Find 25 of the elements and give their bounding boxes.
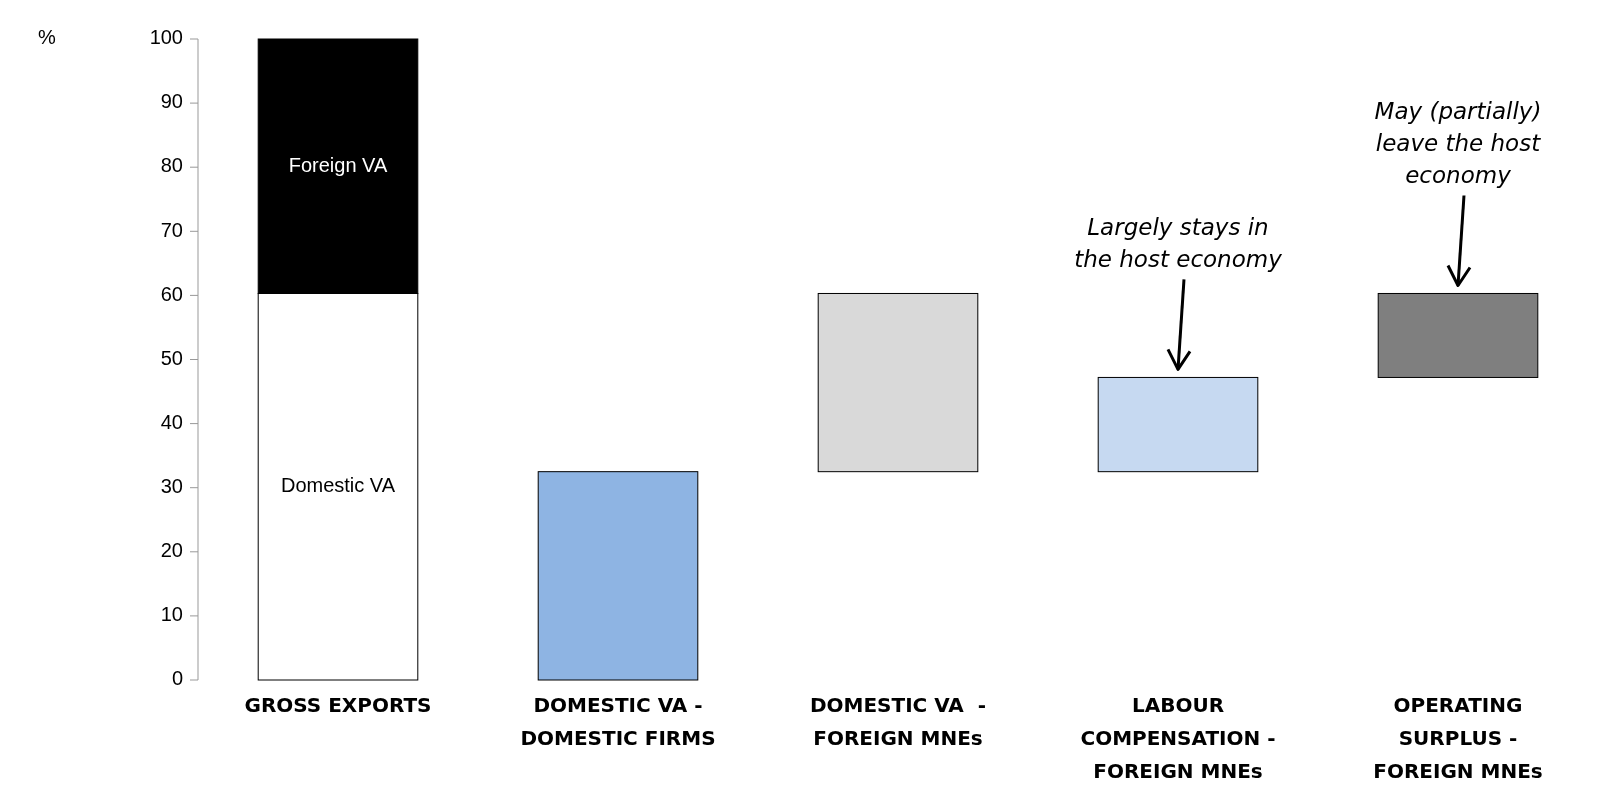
y-tick-label: 30 bbox=[160, 474, 183, 497]
y-tick-label: 0 bbox=[171, 667, 183, 690]
x-tick-label: OPERATING SURPLUS - FOREIGN MNEs bbox=[1373, 693, 1543, 783]
y-tick-label: 10 bbox=[160, 603, 183, 626]
y-tick-label: 40 bbox=[160, 410, 183, 433]
y-axis-title: % bbox=[38, 26, 56, 49]
bar bbox=[817, 292, 979, 473]
series-label: Foreign VA bbox=[288, 153, 388, 176]
y-tick-label: 100 bbox=[149, 26, 183, 49]
annotation: May (partially) leave the host economy bbox=[1374, 98, 1542, 189]
bar bbox=[1377, 292, 1539, 378]
y-tick-label: 70 bbox=[160, 218, 183, 241]
y-tick-label: 90 bbox=[160, 90, 183, 113]
annotation: Largely stays in the host economy bbox=[1074, 214, 1283, 273]
x-tick-label: GROSS EXPORTS bbox=[244, 693, 432, 717]
x-tick-label: DOMESTIC VA - FOREIGN MNEs bbox=[809, 693, 987, 750]
x-tick-label: DOMESTIC VA - DOMESTIC FIRMS bbox=[520, 693, 716, 750]
series-label: Domestic VA bbox=[280, 474, 396, 497]
y-tick-label: 80 bbox=[160, 154, 183, 177]
bar bbox=[1097, 376, 1259, 473]
y-tick-label: 20 bbox=[160, 539, 183, 562]
x-tick-label: LABOUR COMPENSATION - FOREIGN MNEs bbox=[1080, 693, 1276, 783]
y-tick-label: 50 bbox=[160, 346, 183, 369]
bar bbox=[537, 471, 699, 681]
y-tick-label: 60 bbox=[160, 282, 183, 305]
